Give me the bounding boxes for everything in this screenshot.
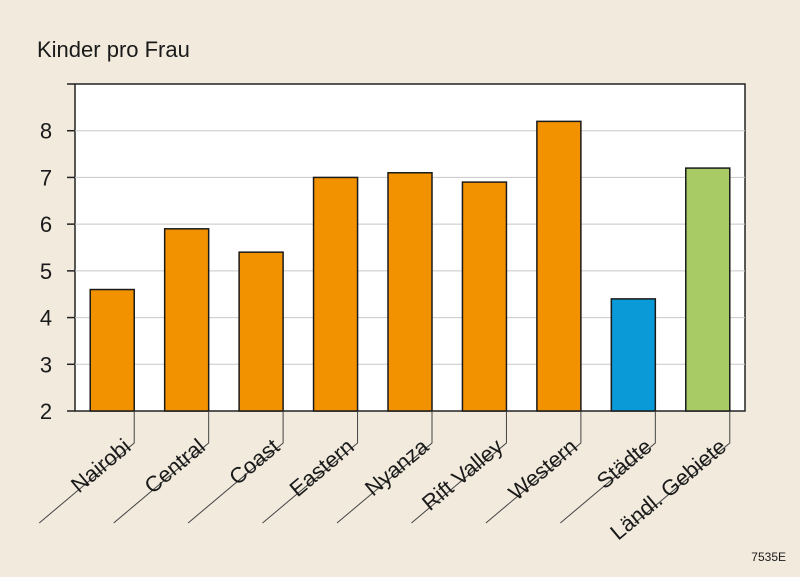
category-leader-line	[560, 411, 656, 524]
x-category-label: Städte	[592, 434, 657, 494]
bar-coast	[238, 251, 284, 412]
y-tick-label: 3	[40, 352, 52, 377]
bar-l-ndl-gebiete	[685, 167, 731, 412]
bar-nairobi	[89, 288, 135, 412]
bar-st-dte	[610, 298, 657, 412]
x-category-label: Western	[504, 434, 583, 506]
figure-code: 7535E	[751, 550, 786, 564]
bar-nyanza	[387, 172, 433, 412]
x-category-label: Rift Valley	[417, 434, 508, 516]
category-leader-line	[336, 411, 433, 524]
y-axis-label: Kinder pro Frau	[37, 37, 190, 62]
bar-rift-valley	[461, 181, 508, 412]
y-tick-label: 7	[40, 165, 52, 190]
y-tick-label: 8	[40, 119, 52, 144]
x-category-label: Eastern	[285, 434, 359, 502]
x-category-label: Coast	[224, 434, 284, 490]
bar-western	[536, 120, 582, 412]
y-tick-label: 4	[40, 306, 52, 331]
category-leader-line	[634, 411, 731, 524]
category-leader-line	[411, 411, 507, 524]
category-leader-line	[485, 411, 582, 524]
y-tick-labels: 2 3 4 5 6 7 8	[40, 83, 75, 424]
bars	[89, 120, 731, 412]
y-tick-label: 6	[40, 212, 52, 237]
category-leader-line	[38, 411, 135, 524]
category-leader-line	[262, 411, 359, 524]
bar-eastern	[312, 176, 359, 412]
x-category-label: Nairobi	[66, 434, 135, 498]
category-leader-line	[113, 411, 210, 524]
bar-central	[163, 228, 210, 412]
x-category-label: Central	[139, 434, 209, 499]
y-tick-label: 5	[40, 259, 52, 284]
y-tick-label: 2	[40, 399, 52, 424]
category-leader-line	[187, 411, 284, 524]
